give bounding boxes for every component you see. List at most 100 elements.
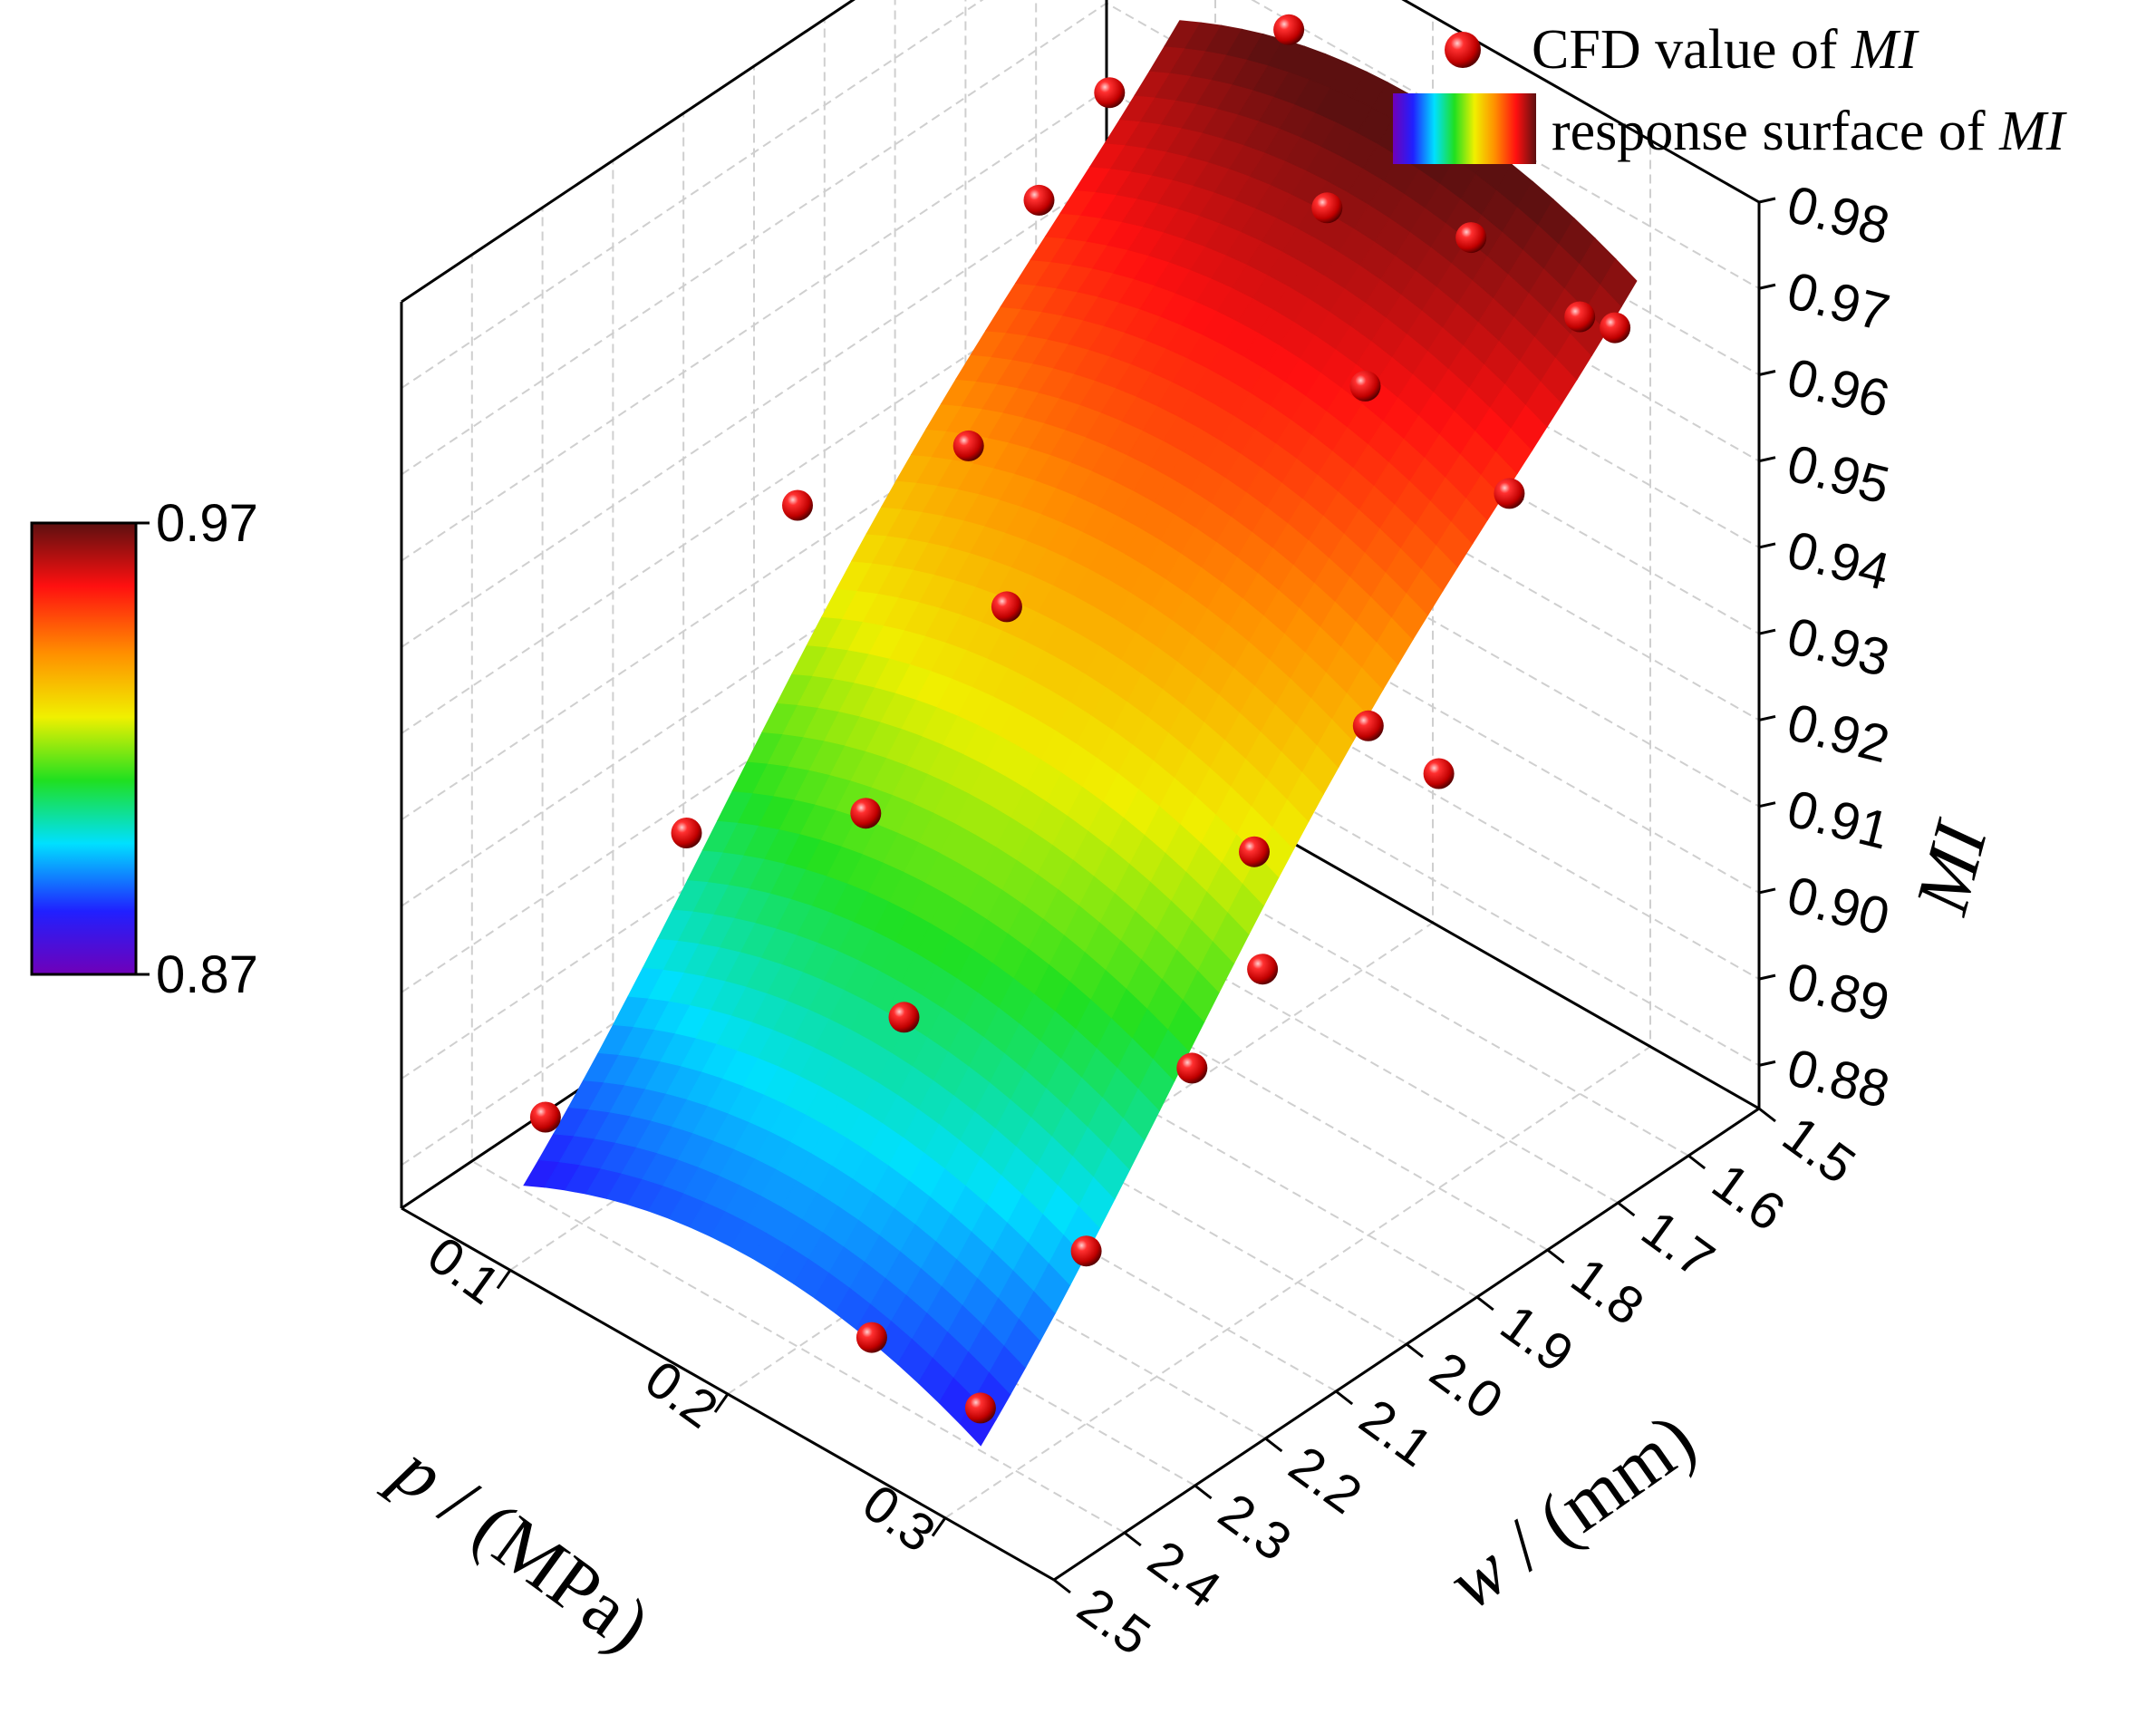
z-tick-mark <box>1758 370 1776 376</box>
cfd-point <box>1600 312 1631 344</box>
cfd-point <box>1455 222 1487 254</box>
grid-line-w <box>894 0 1549 1251</box>
z-tick-label: 0.92 <box>1782 692 1895 774</box>
z-tick-mark <box>1758 801 1776 809</box>
y-tick-mark <box>1194 1484 1213 1500</box>
cfd-point <box>1349 370 1381 402</box>
z-tick-label: 0.94 <box>1782 520 1895 602</box>
y-tick-mark <box>1123 1531 1142 1547</box>
legend-surface-label: response surface of MI <box>1552 101 2068 162</box>
x-tick-mark <box>713 1393 730 1413</box>
colorbar: 0.97 0.87 <box>30 494 258 1004</box>
response-surface <box>523 20 1638 1447</box>
z-tick-label: 0.98 <box>1782 175 1895 257</box>
cfd-point <box>1247 954 1279 985</box>
z-tick-label: 0.90 <box>1782 865 1895 946</box>
x-tick-label: 0.2 <box>634 1350 728 1440</box>
cfd-point <box>782 489 813 521</box>
cfd-point <box>671 818 702 848</box>
grid-line-w <box>682 113 1337 1392</box>
z-tick-label: 0.91 <box>1782 779 1895 860</box>
cfd-point <box>529 1101 561 1133</box>
cfd-point <box>1352 710 1384 741</box>
surface-cell <box>1600 258 1638 307</box>
y-tick-label: 1.5 <box>1772 1105 1865 1196</box>
cfd-point <box>1494 478 1525 509</box>
x-tick-mark <box>496 1269 512 1290</box>
grid-line-w <box>470 255 1126 1534</box>
y-tick-mark <box>1758 1107 1776 1123</box>
y-tick-mark <box>1053 1578 1071 1594</box>
cfd-point <box>856 1322 887 1353</box>
x-axis-title: p / (MPa) <box>376 1426 665 1668</box>
z-tick-mark <box>1758 456 1776 463</box>
y-tick-mark <box>1264 1437 1283 1453</box>
cfd-point <box>850 798 882 829</box>
z-tick-mark <box>1758 1060 1776 1067</box>
y-tick-mark <box>1687 1154 1706 1170</box>
y-tick-label: 1.6 <box>1702 1152 1795 1243</box>
z-tick-label: 0.96 <box>1782 347 1895 429</box>
x-tick-label: 0.3 <box>852 1473 945 1564</box>
cfd-point <box>888 1002 920 1033</box>
legend: CFD value of MI response surface of MI <box>1393 19 2068 164</box>
grid-line-w <box>964 0 1619 1204</box>
y-tick-label: 2.5 <box>1067 1576 1160 1667</box>
cfd-point <box>1423 758 1455 789</box>
y-tick-label: 2.3 <box>1208 1482 1301 1573</box>
cfd-point <box>952 430 984 461</box>
y-tick-label: 2.2 <box>1279 1435 1372 1525</box>
z-tick-label: 0.88 <box>1782 1038 1895 1119</box>
cfd-points <box>529 14 1631 1424</box>
y-tick-mark <box>1406 1342 1424 1359</box>
y-tick-mark <box>1617 1201 1636 1217</box>
y-tick-label: 1.7 <box>1631 1199 1725 1290</box>
colorbar-bar <box>30 521 138 976</box>
legend-surface-swatch <box>1393 93 1536 164</box>
colorbar-max-label: 0.97 <box>156 494 258 553</box>
cfd-point <box>1176 1052 1208 1084</box>
y-tick-label: 1.8 <box>1561 1246 1654 1337</box>
cfd-point <box>1564 301 1596 333</box>
z-tick-mark <box>1758 887 1776 895</box>
z-tick-mark <box>1758 714 1776 721</box>
cfd-point <box>1239 836 1270 867</box>
z-tick-mark <box>1758 542 1776 549</box>
z-axis-ticks: 0.880.890.900.910.920.930.940.950.960.97… <box>1758 175 1895 1119</box>
legend-points-label: CFD value of MI <box>1532 19 1920 81</box>
y-tick-mark <box>1546 1248 1565 1264</box>
y-tick-label: 2.4 <box>1137 1529 1231 1620</box>
x-tick-mark <box>931 1516 947 1537</box>
z-tick-label: 0.89 <box>1782 952 1895 1033</box>
z-tick-label: 0.95 <box>1782 433 1895 515</box>
cfd-point <box>1273 14 1305 45</box>
z-tick-mark <box>1758 628 1776 635</box>
z-tick-label: 0.97 <box>1782 261 1895 343</box>
grid-line-w <box>823 19 1478 1298</box>
z-tick-label: 0.93 <box>1782 606 1895 688</box>
y-tick-label: 1.9 <box>1490 1293 1583 1384</box>
x-tick-label: 0.1 <box>417 1225 510 1316</box>
y-tick-label: 2.1 <box>1349 1388 1443 1478</box>
cfd-point <box>1094 77 1126 109</box>
z-axis-title: MI <box>1900 811 2005 924</box>
cfd-point <box>991 591 1022 623</box>
cfd-point <box>1311 192 1343 224</box>
grid-line-w <box>1035 0 1689 1157</box>
grid-line-w <box>753 66 1407 1345</box>
y-tick-mark <box>1335 1390 1354 1406</box>
y-axis-title: w / (mm) <box>1433 1397 1710 1626</box>
colorbar-min-label: 0.87 <box>156 945 258 1004</box>
z-tick-mark <box>1758 283 1776 290</box>
legend-point-marker <box>1445 32 1481 68</box>
z-tick-mark <box>1758 197 1776 204</box>
z-tick-mark <box>1758 973 1776 981</box>
grid-line-z <box>401 0 1760 390</box>
cfd-point <box>1023 184 1055 216</box>
box-edge <box>1401 0 1760 204</box>
y-tick-mark <box>1475 1295 1494 1312</box>
cfd-point <box>964 1392 996 1424</box>
y-tick-label: 2.0 <box>1419 1341 1513 1431</box>
cfd-point <box>1070 1235 1102 1267</box>
